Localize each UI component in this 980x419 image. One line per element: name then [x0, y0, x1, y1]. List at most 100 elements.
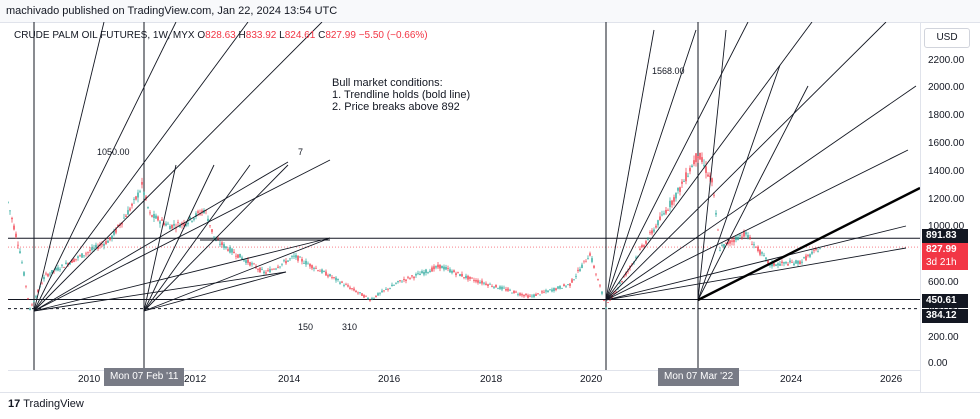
- candle-body: [397, 280, 399, 283]
- candle-body: [49, 273, 51, 275]
- candle-body: [75, 258, 77, 260]
- candle-body: [815, 248, 817, 250]
- candle-body: [715, 212, 717, 215]
- candle-body: [557, 286, 559, 289]
- candle-body: [451, 270, 453, 273]
- candle-body: [621, 281, 623, 282]
- price-chart[interactable]: [8, 22, 920, 370]
- currency-button[interactable]: USD: [924, 28, 970, 48]
- candle-body: [299, 256, 301, 258]
- candle-body: [519, 293, 521, 296]
- candle-body: [51, 270, 53, 274]
- candle-body: [101, 244, 103, 246]
- fan-line: [33, 22, 177, 312]
- candle-body: [379, 292, 381, 294]
- candle-body: [501, 286, 503, 290]
- candle-body: [115, 228, 117, 233]
- candle-body: [153, 214, 155, 218]
- candle-body: [165, 223, 167, 226]
- candle-body: [681, 181, 683, 184]
- candle-body: [533, 294, 535, 297]
- change-value: −5.50 (−0.66%): [358, 30, 428, 41]
- candle-body: [429, 270, 431, 273]
- candle-body: [177, 222, 179, 223]
- candle-body: [273, 268, 275, 270]
- label-310: 310: [342, 322, 358, 332]
- price-tag-mid: 450.61: [922, 294, 968, 308]
- candle-body: [459, 274, 461, 277]
- label-7: 7: [298, 147, 304, 157]
- candle-body: [389, 288, 391, 289]
- candle-body: [193, 218, 195, 220]
- candle-body: [759, 249, 761, 255]
- candle-body: [723, 244, 725, 248]
- candle-body: [813, 249, 815, 251]
- candle-body: [487, 284, 489, 287]
- candle-body: [525, 294, 527, 296]
- candle-body: [169, 226, 171, 230]
- candle-body: [147, 207, 149, 208]
- candle-body: [25, 285, 27, 287]
- candle-body: [543, 291, 545, 293]
- tv-brand: TradingView: [23, 398, 84, 410]
- candle-body: [515, 291, 517, 293]
- candle-body: [243, 259, 245, 261]
- date-tag-right: Mon 07 Mar '22: [658, 368, 740, 386]
- low-value: 824.61: [284, 30, 316, 41]
- close-value: 827.99: [325, 30, 356, 41]
- candle-body: [89, 250, 91, 251]
- candle-body: [87, 251, 89, 253]
- candle-body: [8, 201, 9, 203]
- candle-body: [311, 265, 313, 269]
- candle-body: [357, 292, 359, 294]
- candle-body: [375, 295, 377, 298]
- tradingview-logo[interactable]: 17 TradingView: [8, 398, 84, 410]
- candle-body: [323, 270, 325, 272]
- candle-body: [625, 272, 627, 276]
- publisher-bar: [0, 0, 980, 23]
- candle-body: [435, 266, 437, 268]
- footer-bar: [0, 392, 980, 419]
- candle-body: [545, 290, 547, 292]
- candle-body: [179, 225, 181, 228]
- candle-body: [639, 248, 641, 250]
- candle-body: [297, 255, 299, 261]
- candle-body: [707, 174, 709, 177]
- last-price-tag: 827.99: [922, 243, 968, 257]
- candle-body: [241, 257, 243, 260]
- candle-body: [79, 255, 81, 257]
- candle-body: [73, 259, 75, 262]
- candle-body: [341, 281, 343, 283]
- publisher-text: machivado published on TradingView.com, …: [6, 5, 338, 17]
- candle-body: [367, 297, 369, 300]
- candle-body: [259, 267, 261, 273]
- candle-body: [677, 188, 679, 191]
- candle-body: [321, 269, 323, 273]
- candle-body: [307, 263, 309, 265]
- candle-body: [11, 217, 13, 220]
- candle-body: [83, 255, 85, 257]
- fan-line: [143, 237, 331, 312]
- candle-body: [107, 240, 109, 243]
- candle-body: [653, 229, 655, 232]
- label-1050: 1050.00: [97, 147, 130, 157]
- candle-body: [351, 288, 353, 289]
- fan-line: [605, 149, 909, 301]
- candle-body: [773, 263, 775, 266]
- candle-body: [139, 191, 141, 193]
- candle-body: [581, 264, 583, 268]
- candle-body: [541, 291, 543, 293]
- fan-line: [605, 22, 887, 301]
- candle-body: [597, 279, 599, 281]
- candle-body: [721, 245, 723, 247]
- candle-body: [155, 215, 157, 219]
- candle-body: [669, 200, 671, 208]
- chart-panel[interactable]: [8, 22, 920, 370]
- candle-body: [761, 252, 763, 254]
- y-tick-label: 1400.00: [928, 166, 965, 177]
- candle-body: [559, 286, 561, 289]
- symbol-name[interactable]: CRUDE PALM OIL FUTURES, 1W, MYX: [14, 30, 195, 41]
- candle-body: [329, 274, 331, 277]
- annotation-text[interactable]: Bull market conditions: 1. Trendline hol…: [332, 77, 470, 113]
- candle-body: [467, 275, 469, 280]
